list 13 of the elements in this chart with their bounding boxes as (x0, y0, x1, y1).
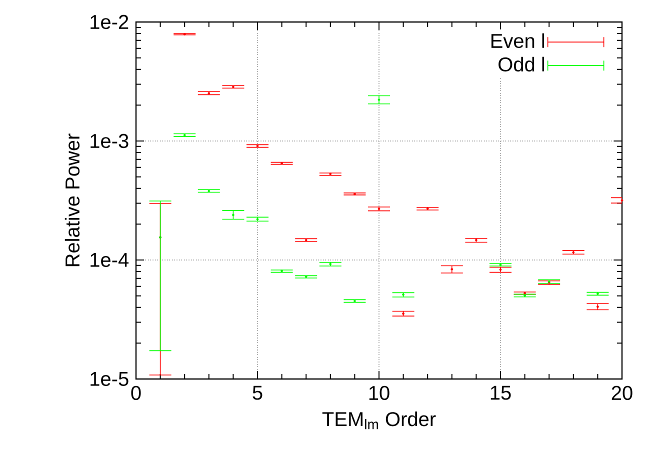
legend-label: Even l (491, 33, 544, 48)
y-axis-title: Relative Power (64, 134, 80, 266)
x-axis-title: TEM$_{lm}$ Order (322, 412, 436, 430)
x-tick-label: 15 (490, 386, 511, 400)
y-tick-label: 1e-2 (90, 14, 128, 30)
x-tick-label: 20 (612, 386, 632, 400)
y-tick-label: 1e-5 (90, 372, 128, 386)
legend-label: Odd l (498, 56, 544, 72)
x-tick-label: 10 (369, 386, 390, 400)
y-tick-label: 1e-3 (90, 134, 128, 148)
x-tick-label: 0 (131, 386, 141, 400)
x-tick-label: 5 (252, 386, 262, 400)
y-tick-label: 1e-4 (90, 253, 129, 267)
